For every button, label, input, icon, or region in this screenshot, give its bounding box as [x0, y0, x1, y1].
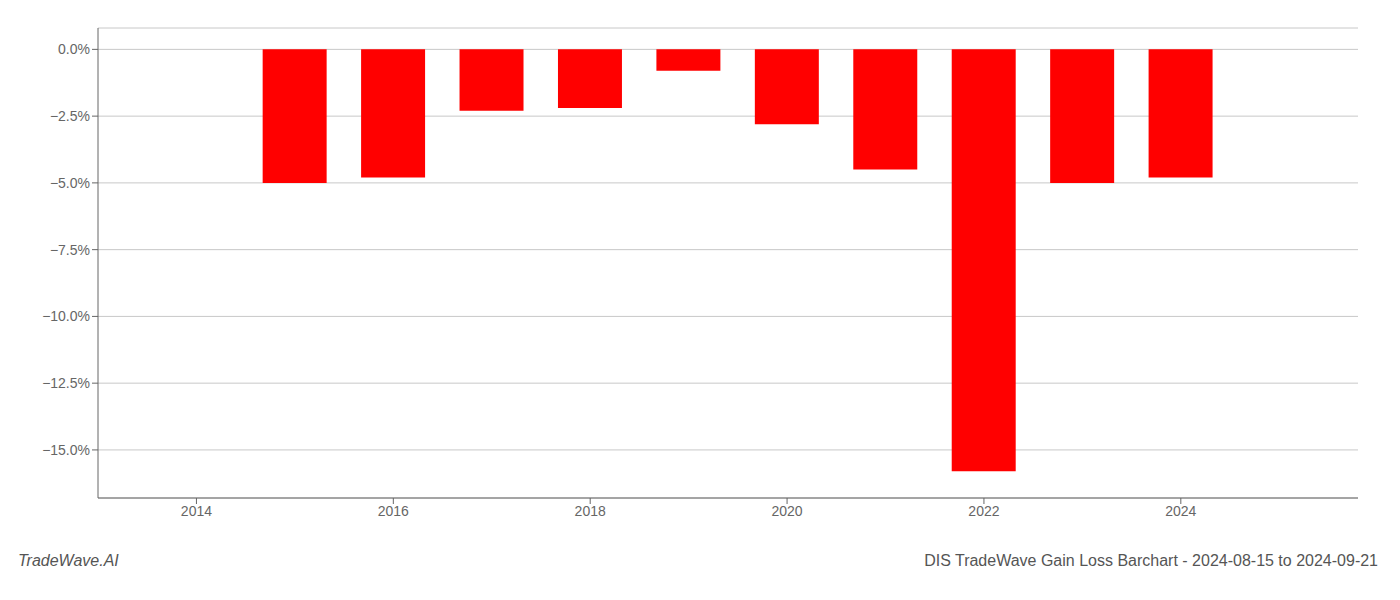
svg-text:−15.0%: −15.0% — [42, 442, 90, 458]
html-text:TradeWave.AI: TradeWave.AI — [18, 552, 119, 569]
svg-text:2014: 2014 — [181, 503, 212, 519]
svg-text:−7.5%: −7.5% — [50, 242, 90, 258]
svg-text:−10.0%: −10.0% — [42, 308, 90, 324]
svg-text:−12.5%: −12.5% — [42, 375, 90, 391]
svg-text:2020: 2020 — [771, 503, 802, 519]
svg-text:2016: 2016 — [378, 503, 409, 519]
svg-text:0.0%: 0.0% — [58, 41, 90, 57]
svg-text:2022: 2022 — [968, 503, 999, 519]
html-text:DIS TradeWave Gain Loss Barcha: DIS TradeWave Gain Loss Barchart - 2024-… — [924, 552, 1378, 569]
svg-text:2024: 2024 — [1165, 503, 1196, 519]
svg-text:2018: 2018 — [575, 503, 606, 519]
svg-text:−2.5%: −2.5% — [50, 108, 90, 124]
svg-text:−5.0%: −5.0% — [50, 175, 90, 191]
